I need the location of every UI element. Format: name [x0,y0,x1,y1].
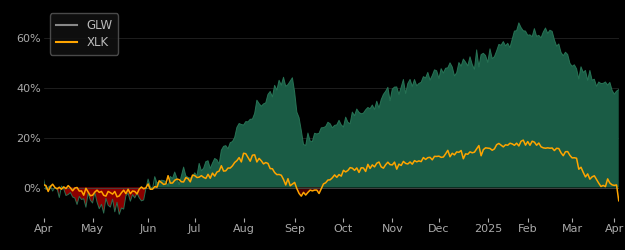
Legend: GLW, XLK: GLW, XLK [49,14,118,55]
